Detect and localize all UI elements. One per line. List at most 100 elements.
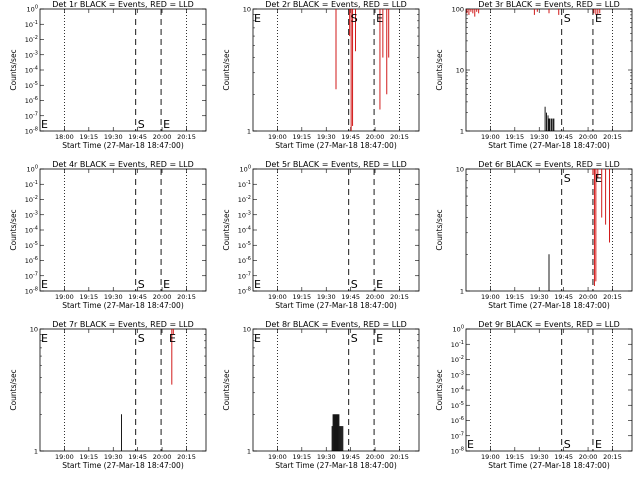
x-tick-label: 20:00 bbox=[366, 453, 385, 461]
y-tick-label: 10-4 bbox=[25, 66, 38, 75]
x-tick-label: 20:15 bbox=[177, 453, 196, 461]
end-marker: E bbox=[163, 118, 170, 131]
y-tick-label: 10 bbox=[456, 67, 464, 75]
x-tick-label: 19:00 bbox=[481, 293, 500, 301]
x-axis-label: Start Time (27-Mar-18 18:47:00) bbox=[275, 141, 397, 150]
chart-title: Det 3r BLACK = Events, RED = LLD bbox=[478, 0, 620, 9]
x-tick-label: 20:15 bbox=[603, 453, 622, 461]
x-tick-label: 19:45 bbox=[341, 453, 360, 461]
y-tick-label: 10-3 bbox=[25, 210, 38, 219]
y-tick-label: 1 bbox=[460, 288, 464, 296]
start-marker: S bbox=[138, 332, 145, 345]
x-tick-label: 19:15 bbox=[79, 293, 98, 301]
y-tick-label: 100 bbox=[453, 325, 464, 334]
y-tick-label: 10-2 bbox=[238, 195, 251, 204]
y-tick-label: 100 bbox=[27, 5, 38, 14]
y-tick-label: 10-8 bbox=[25, 287, 38, 296]
y-tick-label: 10-6 bbox=[25, 256, 38, 265]
chart-svg: Det 8r BLACK = Events, RED = LLD 19:00 19:… bbox=[222, 320, 420, 470]
start-marker: S bbox=[138, 278, 145, 291]
y-tick-label: 1 bbox=[247, 128, 251, 136]
x-tick-label: 19:30 bbox=[104, 293, 123, 301]
y-axis-label: Counts/sec bbox=[222, 209, 231, 250]
chart-title: Det 2r BLACK = Events, RED = LLD bbox=[265, 0, 407, 9]
y-tick-label: 10-8 bbox=[25, 127, 38, 136]
plot-frame bbox=[39, 168, 207, 292]
end-marker: E bbox=[254, 332, 261, 345]
end-marker: E bbox=[163, 278, 170, 291]
detector-panel-6: Det 6r BLACK = Events, RED = LLD 19:00 19:… bbox=[426, 160, 639, 320]
y-axis-label: Counts/sec bbox=[9, 49, 18, 90]
chart-svg: Det 5r BLACK = Events, RED = LLD 19:00 19:… bbox=[222, 160, 420, 310]
y-tick-label: 10-4 bbox=[25, 226, 38, 235]
x-tick-label: 19:45 bbox=[341, 133, 360, 141]
y-tick-label: 10-1 bbox=[451, 340, 464, 349]
y-tick-label: 10-3 bbox=[25, 50, 38, 59]
start-marker: S bbox=[138, 118, 145, 131]
chart-svg: Det 4r BLACK = Events, RED = LLD 19:00 19:… bbox=[9, 160, 207, 310]
y-tick-label: 10-5 bbox=[25, 81, 38, 90]
x-axis-label: Start Time (27-Mar-18 18:47:00) bbox=[62, 461, 184, 470]
chart-title: Det 6r BLACK = Events, RED = LLD bbox=[478, 160, 620, 169]
x-tick-label: 19:45 bbox=[128, 133, 147, 141]
x-tick-label: 19:45 bbox=[554, 293, 573, 301]
x-tick-label: 19:00 bbox=[55, 293, 74, 301]
x-tick-label: 19:00 bbox=[55, 453, 74, 461]
y-tick-label: 10-7 bbox=[25, 111, 38, 120]
x-tick-label: 20:00 bbox=[153, 133, 172, 141]
x-tick-label: 19:15 bbox=[79, 453, 98, 461]
x-tick-label: 19:30 bbox=[317, 293, 336, 301]
chart-title: Det 4r BLACK = Events, RED = LLD bbox=[52, 160, 194, 169]
x-tick-label: 20:00 bbox=[579, 453, 598, 461]
y-tick-label: 1 bbox=[34, 448, 38, 456]
chart-svg: Det 3r BLACK = Events, RED = LLD 19:00 19:… bbox=[435, 0, 633, 150]
x-axis-label: Start Time (27-Mar-18 18:47:00) bbox=[275, 301, 397, 310]
x-tick-label: 19:30 bbox=[530, 293, 549, 301]
x-tick-label: 20:00 bbox=[153, 293, 172, 301]
y-tick-label: 10-2 bbox=[451, 355, 464, 364]
detector-panel-5: Det 5r BLACK = Events, RED = LLD 19:00 19:… bbox=[213, 160, 426, 320]
y-tick-label: 10-8 bbox=[238, 287, 251, 296]
end-marker: E bbox=[41, 278, 48, 291]
y-tick-label: 10 bbox=[243, 326, 251, 334]
chart-title: Det 9r BLACK = Events, RED = LLD bbox=[478, 320, 620, 329]
start-marker: S bbox=[564, 438, 571, 451]
plot-frame bbox=[39, 8, 207, 132]
detector-panel-3: Det 3r BLACK = Events, RED = LLD 19:00 19:… bbox=[426, 0, 639, 160]
x-axis-label: Start Time (27-Mar-18 18:47:00) bbox=[488, 461, 610, 470]
y-tick-label: 1 bbox=[460, 128, 464, 136]
y-tick-label: 10-1 bbox=[25, 180, 38, 189]
y-tick-label: 10-4 bbox=[238, 226, 251, 235]
end-marker: E bbox=[376, 278, 383, 291]
y-tick-label: 10-7 bbox=[25, 271, 38, 280]
y-tick-label: 10-1 bbox=[25, 20, 38, 29]
y-tick-label: 10-1 bbox=[238, 180, 251, 189]
end-marker: E bbox=[41, 332, 48, 345]
y-tick-label: 1 bbox=[247, 448, 251, 456]
x-tick-label: 20:15 bbox=[603, 293, 622, 301]
end-marker: E bbox=[467, 438, 474, 451]
end-marker: E bbox=[254, 12, 261, 25]
detector-panel-1: Det 1r BLACK = Events, RED = LLD 18:00 19:… bbox=[0, 0, 213, 160]
y-tick-label: 10-7 bbox=[451, 431, 464, 440]
chart-title: Det 7r BLACK = Events, RED = LLD bbox=[52, 320, 194, 329]
chart-svg: Det 9r BLACK = Events, RED = LLD 19:00 19:… bbox=[435, 320, 633, 470]
x-tick-label: 19:00 bbox=[481, 133, 500, 141]
x-tick-label: 20:15 bbox=[603, 133, 622, 141]
plot-frame bbox=[252, 168, 420, 292]
x-tick-label: 19:00 bbox=[268, 293, 287, 301]
x-tick-label: 20:15 bbox=[390, 293, 409, 301]
chart-svg: Det 1r BLACK = Events, RED = LLD 18:00 19:… bbox=[9, 0, 207, 150]
y-tick-label: 10 bbox=[30, 326, 38, 334]
end-marker: E bbox=[254, 278, 261, 291]
x-tick-label: 19:30 bbox=[317, 453, 336, 461]
y-tick-label: 10-4 bbox=[451, 386, 464, 395]
x-tick-label: 20:00 bbox=[366, 293, 385, 301]
x-tick-label: 20:00 bbox=[579, 293, 598, 301]
start-marker: S bbox=[564, 172, 571, 185]
start-marker: S bbox=[564, 12, 571, 25]
y-tick-label: 10-5 bbox=[238, 241, 251, 250]
chart-title: Det 5r BLACK = Events, RED = LLD bbox=[265, 160, 407, 169]
x-tick-label: 20:00 bbox=[153, 453, 172, 461]
